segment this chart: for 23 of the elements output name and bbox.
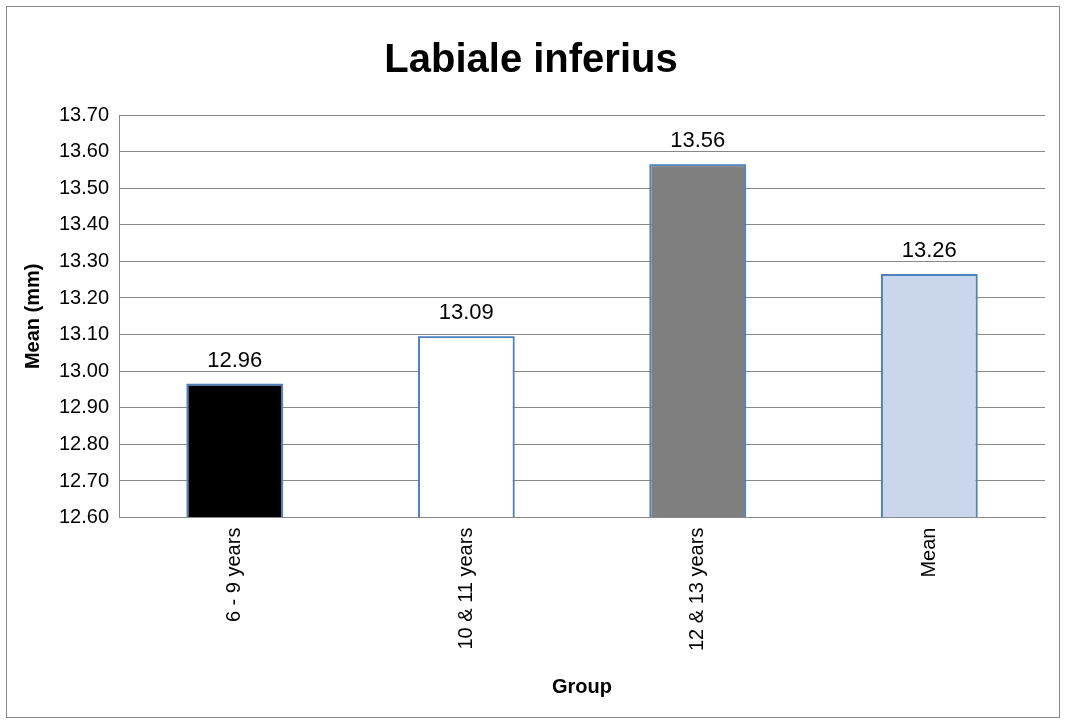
y-tick-label: 13.30 (58, 248, 110, 271)
x-tick-label: 10 & 11 years (453, 527, 476, 650)
data-label: 13.26 (901, 237, 957, 263)
data-label: 12.96 (207, 346, 263, 372)
x-tick-label: Mean (916, 527, 939, 578)
data-label: 13.56 (670, 127, 726, 153)
x-axis-title: Group (552, 674, 613, 697)
y-tick-label: 13.60 (58, 139, 110, 162)
y-tick-label: 13.20 (58, 285, 110, 308)
x-tick-label: 12 & 13 years (685, 527, 708, 652)
x-tick-label: 6 - 9 years (222, 527, 245, 623)
y-tick-label: 12.60 (58, 505, 110, 528)
y-tick-label: 12.80 (58, 431, 110, 454)
y-axis-title: Mean (mm) (20, 263, 43, 370)
y-tick-label: 13.50 (58, 175, 110, 198)
y-tick-label: 13.10 (58, 322, 110, 345)
y-tick-label: 12.70 (58, 468, 110, 491)
y-tick-label: 13.40 (58, 212, 110, 235)
data-label: 13.09 (438, 299, 494, 325)
y-tick-label: 13.70 (58, 102, 110, 125)
y-tick-label: 12.90 (58, 395, 110, 418)
chart-title: Labiale inferius (384, 36, 678, 81)
y-tick-label: 13.00 (58, 358, 110, 381)
